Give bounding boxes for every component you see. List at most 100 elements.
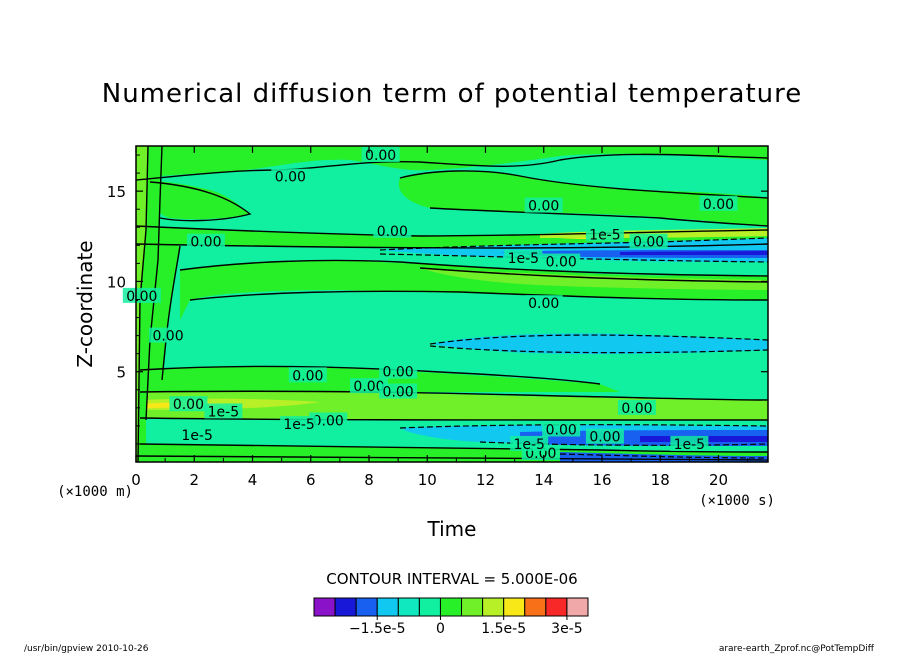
field-region — [136, 146, 148, 462]
contour-label: 0.00 — [546, 255, 577, 271]
footer-left: /usr/bin/gpview 2010-10-26 — [24, 644, 149, 654]
contour-label: 0.00 — [589, 430, 620, 446]
contour-label: 0.00 — [126, 289, 157, 305]
x-tick-label: 8 — [364, 471, 374, 489]
x-tick-label: 6 — [306, 471, 316, 489]
colorbar-swatch — [418, 597, 441, 617]
contour-label-bg — [524, 295, 563, 311]
contour-label: 0.00 — [621, 401, 652, 417]
contour-label-bg — [288, 367, 327, 383]
contour-label-bg — [186, 233, 225, 249]
x-tick-label: 18 — [651, 471, 670, 489]
y-axis-unit: (×1000 m) — [57, 484, 133, 500]
x-axis: 0 2 4 6 8 10 12 14 16 18 20 — [131, 146, 749, 489]
contour-label-bg — [585, 226, 624, 242]
colorbar-swatch — [313, 597, 336, 617]
colorbar-tick-label: 3e-5 — [551, 621, 582, 637]
contour-label: 0.00 — [353, 379, 384, 395]
contour-label: 0.00 — [383, 385, 414, 401]
colorbar-swatch — [482, 597, 505, 617]
contour-label-bg — [361, 147, 400, 163]
plot-area: 0.000.000.00 0.000.000.00 0.000.000.000.00… — [122, 145, 769, 463]
colorbar-swatch — [545, 597, 568, 617]
footer-right: arare-earth_Zprof.nc@PotTempDiff — [719, 644, 875, 654]
contour-label: 0.00 — [365, 148, 396, 164]
contour-interval: CONTOUR INTERVAL = 5.000E-06 — [326, 570, 577, 588]
contour-label: 0.00 — [528, 296, 559, 312]
field-region — [150, 180, 250, 220]
y-tick-label: 15 — [107, 183, 126, 201]
x-tick-label: 16 — [592, 471, 611, 489]
y-axis: 5 10 15 — [107, 154, 768, 445]
contour-label: 1e-5 — [181, 428, 212, 444]
contour-label-bg — [699, 195, 738, 211]
x-tick-label: 10 — [418, 471, 437, 489]
colorbar-swatch — [439, 597, 463, 617]
contour-label-bg — [585, 428, 624, 444]
contour-label-bg — [542, 253, 581, 269]
x-tick-label: 0 — [131, 471, 141, 489]
contour-label: 0.00 — [528, 199, 559, 215]
contour-label-bg — [379, 383, 418, 399]
contour-label-bg — [204, 403, 243, 419]
field-region — [398, 170, 768, 226]
contour-label-bg — [178, 426, 217, 442]
field-region — [140, 391, 768, 420]
colorbar-swatch — [376, 597, 399, 617]
contour-label: 0.00 — [377, 224, 408, 240]
contour-label-bg — [169, 396, 208, 412]
contour-label-bg — [149, 327, 188, 343]
field-region — [620, 251, 768, 255]
x-tick-label: 12 — [476, 471, 495, 489]
contour-label: 1e-5 — [674, 437, 705, 453]
colorbar-swatch — [355, 597, 378, 617]
contour-label-bg — [280, 416, 319, 432]
contour-label-bg — [670, 435, 709, 451]
contour-label: 1e-5 — [589, 227, 620, 243]
contour-label: 0.00 — [152, 329, 183, 345]
colorbar-tick-label: 0 — [436, 621, 445, 637]
x-tick-label: 2 — [189, 471, 199, 489]
field-region — [136, 146, 768, 178]
contour-label-bg — [510, 435, 549, 451]
contour-label: 0.00 — [292, 368, 323, 384]
contour-label-bg — [524, 197, 563, 213]
contour-label: 1e-5 — [283, 417, 314, 433]
contour-label: 0.00 — [313, 413, 344, 429]
colorbar-swatch — [397, 597, 420, 617]
colorbar-tick-label: 1.5e-5 — [481, 621, 526, 637]
x-tick-label: 4 — [248, 471, 258, 489]
contour-label: 1e-5 — [208, 404, 239, 420]
contour-label-bg — [379, 363, 418, 379]
contour-label-bg — [349, 378, 388, 394]
contour-label-bg — [271, 168, 310, 184]
contour-label: 1e-5 — [513, 437, 544, 453]
contour-label: 0.00 — [633, 235, 664, 251]
colorbar-tick-label: −1.5e-5 — [349, 621, 406, 637]
x-axis-label: Time — [427, 517, 477, 541]
contour-label-bg — [629, 233, 668, 249]
contour-label: 0.00 — [546, 422, 577, 438]
field-region — [180, 260, 768, 320]
contour-label: 0.00 — [703, 197, 734, 213]
contour-labels: 0.000.000.00 0.000.000.00 0.000.000.000.00… — [122, 147, 738, 462]
colorbar-swatch — [524, 597, 547, 617]
colorbar-swatch — [503, 597, 526, 617]
field-region — [430, 333, 768, 354]
x-tick-label: 14 — [534, 471, 553, 489]
x-axis-unit: (×1000 s) — [699, 493, 775, 509]
colorbar-swatch — [334, 597, 357, 617]
contour-label: 0.00 — [383, 365, 414, 381]
colorbar: −1.5e-5 0 1.5e-5 3e-5 — [313, 597, 589, 637]
y-axis-label: Z-coordinate — [73, 240, 97, 367]
contour-label-bg — [309, 412, 348, 428]
plot-frame — [135, 145, 769, 463]
colorbar-swatch — [566, 597, 589, 617]
y-tick-label: 10 — [107, 273, 126, 291]
colorbar-swatch — [461, 597, 484, 617]
contour-label: 0.00 — [275, 170, 306, 186]
contour-label: 0.00 — [190, 235, 221, 251]
contour-label-bg — [122, 287, 161, 303]
y-tick-label: 5 — [116, 364, 126, 382]
